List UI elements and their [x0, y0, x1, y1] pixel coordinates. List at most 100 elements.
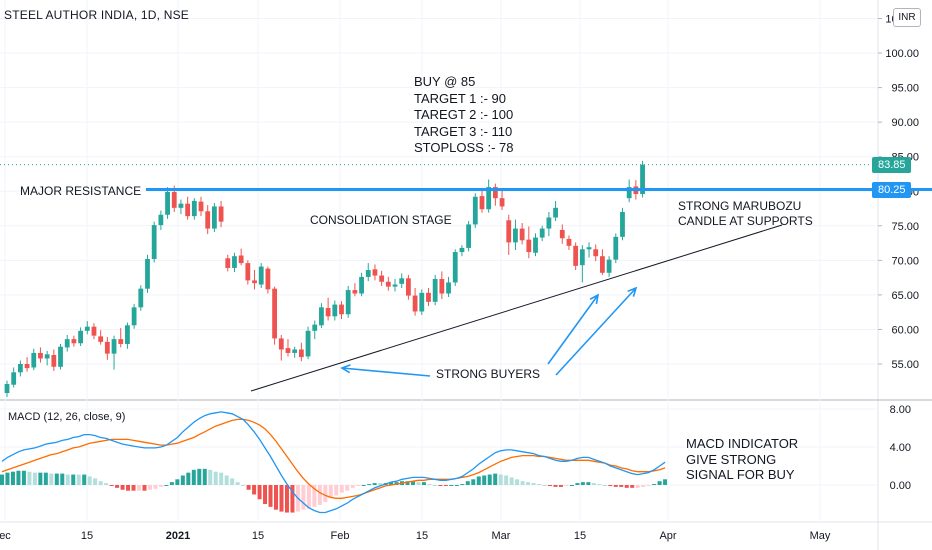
macd-histogram-bar: [27, 471, 32, 485]
candle-body: [513, 228, 518, 243]
major-resistance-label: MAJOR RESISTANCE: [20, 184, 142, 198]
macd-histogram-bar: [76, 474, 81, 485]
candle-body: [278, 338, 284, 350]
x-tick-label: Apr: [659, 530, 676, 542]
trade-plan-note: BUY @ 85 TARGET 1 :- 90 TAREGT 2 :- 100 …: [414, 74, 513, 157]
candle-body: [151, 225, 157, 259]
candle-body: [559, 229, 565, 239]
macd-histogram-bar: [339, 485, 344, 493]
consolidation-label: CONSOLIDATION STAGE: [310, 213, 452, 227]
arrow-head: [589, 293, 600, 305]
macd-histogram-bar: [591, 483, 596, 485]
macd-histogram-bar: [263, 485, 268, 504]
macd-histogram-bar: [71, 474, 76, 485]
macd-histogram-bar: [65, 474, 70, 485]
macd-histogram-bar: [432, 485, 437, 486]
candle-body: [365, 270, 371, 277]
macd-histogram-bar: [630, 485, 635, 488]
candle-body: [412, 295, 418, 312]
macd-histogram-bar: [460, 484, 465, 486]
candle-body: [58, 346, 63, 367]
marubozu-note: STRONG MARUBOZU CANDLE AT SUPPORTS: [678, 199, 813, 229]
candle-body: [232, 256, 237, 268]
macd-histogram-bar: [290, 485, 295, 513]
x-tick-label: 2021: [166, 530, 190, 542]
macd-histogram-bar: [153, 485, 158, 489]
candle-body: [546, 217, 552, 229]
candle-body: [459, 247, 465, 253]
candle-body: [432, 279, 438, 302]
candle-body: [138, 288, 144, 308]
macd-histogram-bar: [257, 485, 262, 500]
y-tick-label: 75.00: [891, 221, 919, 233]
macd-histogram-bar: [378, 483, 383, 485]
macd-histogram-bar: [120, 485, 125, 490]
macd-histogram-bar: [208, 469, 213, 485]
strong-buyers-label: STRONG BUYERS: [436, 367, 541, 381]
buyers-arrow-mid: [547, 293, 600, 365]
candle-body: [125, 325, 130, 344]
candle-body: [640, 164, 645, 195]
x-tick-label: ec: [0, 530, 11, 542]
candle-body: [312, 324, 318, 331]
currency-button[interactable]: INR: [893, 8, 921, 27]
candle-body: [238, 255, 244, 264]
macd-histogram-bar: [49, 473, 54, 485]
candle-body: [118, 339, 124, 344]
macd-histogram-bar: [356, 485, 361, 486]
candle-body: [292, 349, 298, 353]
macd-note-line-1: MACD INDICATOR: [686, 436, 799, 451]
candle-body: [298, 349, 304, 358]
trade-plan-target-2: TAREGT 2 :- 100: [414, 107, 514, 122]
candle-body: [185, 203, 191, 217]
x-tick-label: Feb: [331, 530, 350, 542]
macd-legend: MACD (12, 26, close, 9): [8, 411, 126, 423]
candle-body: [452, 252, 458, 283]
resistance-price-tag: 80.25: [872, 182, 911, 198]
x-tick-label: 15: [416, 530, 428, 542]
macd-histogram-bar: [301, 485, 306, 510]
macd-histogram-bar: [526, 482, 531, 485]
macd-histogram-bar: [186, 472, 191, 485]
macd-histogram-bar: [323, 485, 328, 503]
macd-histogram-bar: [115, 485, 120, 488]
macd-lines: [1, 411, 666, 514]
macd-histogram-bar: [602, 485, 607, 486]
candle-body: [218, 206, 224, 222]
last-price-tag: 83.85: [872, 157, 911, 173]
macd-histogram-bar: [367, 484, 372, 486]
macd-histogram: [0, 468, 668, 513]
macd-histogram-bar: [504, 475, 509, 485]
candle-body: [519, 228, 525, 241]
x-tick-label: Mar: [492, 530, 511, 542]
candle-body: [593, 249, 599, 257]
signal-line: [1, 418, 666, 499]
macd-histogram-bar: [564, 485, 569, 486]
candle-body: [613, 236, 619, 260]
macd-histogram-bar: [421, 482, 426, 485]
macd-histogram-bar: [608, 485, 613, 486]
y-tick-label: 70.00: [891, 255, 919, 267]
macd-histogram-bar: [641, 485, 646, 487]
macd-histogram-bar: [93, 478, 98, 485]
candle-body: [44, 354, 50, 359]
candle-body: [566, 238, 572, 246]
macd-note: MACD INDICATOR GIVE STRONG SIGNAL FOR BU…: [686, 436, 798, 483]
trade-plan-target-1: TARGET 1 :- 90: [414, 90, 506, 106]
macd-histogram-bar: [10, 471, 15, 485]
candle-body: [506, 220, 512, 243]
trade-plan-buy: BUY @ 85: [414, 74, 476, 89]
macd-histogram-bar: [427, 484, 432, 486]
candle-body: [178, 203, 184, 208]
candle-body: [98, 336, 104, 342]
candle-body: [225, 258, 231, 268]
macd-histogram-bar: [104, 483, 109, 485]
macd-histogram-bar: [274, 485, 278, 510]
y-tick-label: 95.00: [891, 83, 919, 95]
macd-histogram-bar: [520, 481, 525, 485]
macd-histogram-bar: [16, 470, 21, 485]
candle-body: [359, 276, 364, 294]
candle-body: [252, 280, 257, 284]
marubozu-line-1: STRONG MARUBOZU: [678, 199, 802, 213]
